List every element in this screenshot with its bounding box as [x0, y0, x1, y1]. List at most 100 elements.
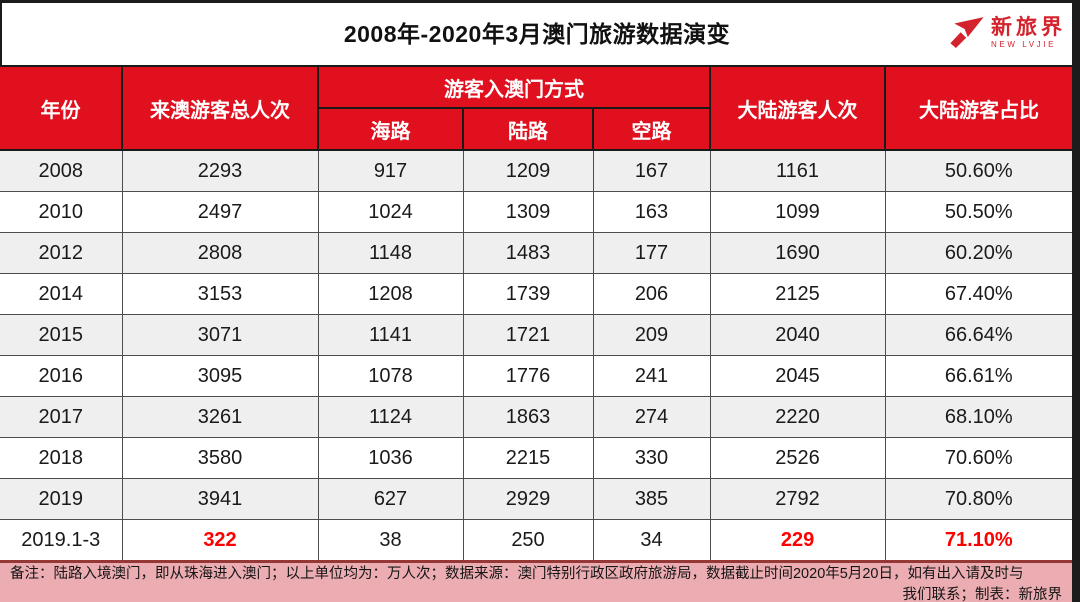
logo-subtitle: NEW LVJIE — [991, 40, 1057, 49]
table-cell-share: 66.61% — [884, 355, 1072, 397]
table-cell-air: 241 — [592, 355, 711, 397]
table-cell-mainland: 2220 — [709, 396, 886, 438]
col-header-total: 来澳游客总人次 — [121, 66, 319, 151]
col-header-sea: 海路 — [317, 107, 464, 151]
table-cell-land: 1863 — [462, 396, 594, 438]
table-row: 2008 2293 917 1209 167 1161 50.60% — [0, 149, 1072, 192]
table-cell-share: 70.60% — [884, 437, 1072, 479]
table-cell-land: 1739 — [462, 273, 594, 315]
table-cell-mainland: 2045 — [709, 355, 886, 397]
logo-name: 新旅界 — [991, 16, 1066, 39]
table-cell-air: 209 — [592, 314, 711, 356]
table-cell-mainland: 229 — [709, 519, 886, 561]
table-row: 2012 2808 1148 1483 177 1690 60.20% — [0, 232, 1072, 274]
table-cell-air: 167 — [592, 149, 711, 192]
table-cell-mainland: 1161 — [709, 149, 886, 192]
table-header: 年份 来澳游客总人次 游客入澳门方式 大陆游客人次 大陆游客占比 海路 陆路 空… — [0, 66, 1072, 151]
table-cell-year: 2019 — [0, 478, 123, 520]
table-cell-mainland: 1099 — [709, 191, 886, 233]
table-cell-air: 330 — [592, 437, 711, 479]
table-cell-sea: 38 — [317, 519, 464, 561]
table-cell-sea: 1141 — [317, 314, 464, 356]
table-cell-sea: 1148 — [317, 232, 464, 274]
table-cell-mainland: 2792 — [709, 478, 886, 520]
table-cell-share: 66.64% — [884, 314, 1072, 356]
table-cell-total: 2808 — [121, 232, 319, 274]
table-cell-year: 2012 — [0, 232, 123, 274]
table-cell-share: 50.50% — [884, 191, 1072, 233]
table-cell-share: 70.80% — [884, 478, 1072, 520]
table-cell-sea: 1124 — [317, 396, 464, 438]
table-cell-sea: 1036 — [317, 437, 464, 479]
table-cell-mainland: 2125 — [709, 273, 886, 315]
page-title: 2008年-2020年3月澳门旅游数据演变 — [343, 21, 731, 47]
table-cell-land: 2929 — [462, 478, 594, 520]
brand-logo: 新旅界 NEW LVJIE — [948, 14, 1066, 52]
table-cell-total: 3580 — [121, 437, 319, 479]
table-cell-mainland: 2040 — [709, 314, 886, 356]
table-cell-year: 2017 — [0, 396, 123, 438]
table-body: 2008 2293 917 1209 167 1161 50.60% 2010 2497 1024… — [0, 149, 1072, 561]
table-cell-sea: 917 — [317, 149, 464, 192]
table-cell-year: 2010 — [0, 191, 123, 233]
table-cell-total: 3941 — [121, 478, 319, 520]
table-cell-mainland: 1690 — [709, 232, 886, 274]
col-header-entry-group: 游客入澳门方式 — [316, 66, 712, 109]
footer-note-line-1: 备注：陆路入境澳门，即从珠海进入澳门；以上单位均为：万人次；数据来源：澳门特别行… — [10, 566, 1024, 582]
table-cell-sea: 1024 — [317, 191, 464, 233]
table-cell-land: 1776 — [462, 355, 594, 397]
table-cell-air: 274 — [592, 396, 711, 438]
table-cell-air: 385 — [592, 478, 711, 520]
col-header-year: 年份 — [0, 66, 123, 151]
table-cell-sea: 627 — [317, 478, 464, 520]
table-cell-year: 2008 — [0, 149, 123, 192]
table-cell-total: 3153 — [121, 273, 319, 315]
header-row-1: 年份 来澳游客总人次 游客入澳门方式 大陆游客人次 大陆游客占比 — [0, 66, 1072, 151]
table-cell-air: 177 — [592, 232, 711, 274]
table-cell-air: 34 — [592, 519, 711, 561]
table-row: 2017 3261 1124 1863 274 2220 68.10% — [0, 396, 1072, 438]
table-cell-land: 2215 — [462, 437, 594, 479]
table-cell-total: 3261 — [121, 396, 319, 438]
table-cell-land: 250 — [462, 519, 594, 561]
table-row: 2010 2497 1024 1309 163 1099 50.50% — [0, 191, 1072, 233]
table-cell-year: 2019.1-3 — [0, 519, 123, 561]
table-row: 2016 3095 1078 1776 241 2045 66.61% — [0, 355, 1072, 397]
table-cell-year: 2014 — [0, 273, 123, 315]
table-cell-total: 3071 — [121, 314, 319, 356]
table-row: 2019 3941 627 2929 385 2792 70.80% — [0, 478, 1072, 520]
table-row: 2015 3071 1141 1721 209 2040 66.64% — [0, 314, 1072, 356]
table-cell-total: 2293 — [121, 149, 319, 192]
table-cell-land: 1309 — [462, 191, 594, 233]
table-cell-share: 67.40% — [884, 273, 1072, 315]
header-row-2: 海路 陆路 空路 — [0, 107, 1072, 151]
footer-note: 备注：陆路入境澳门，即从珠海进入澳门；以上单位均为：万人次；数据来源：澳门特别行… — [0, 560, 1072, 602]
arrow-plane-logo-icon — [950, 17, 984, 49]
table-cell-air: 163 — [592, 191, 711, 233]
table-cell-land: 1721 — [462, 314, 594, 356]
table-cell-year: 2018 — [0, 437, 123, 479]
col-header-mainland: 大陆游客人次 — [709, 66, 887, 151]
title-bar: 2008年-2020年3月澳门旅游数据演变 新旅界 NEW LVJIE — [0, 3, 1072, 65]
table-cell-year: 2016 — [0, 355, 123, 397]
table-row: 2014 3153 1208 1739 206 2125 67.40% — [0, 273, 1072, 315]
table-cell-share: 71.10% — [884, 519, 1072, 561]
table-row: 2019.1-3 322 38 250 34 229 71.10% — [0, 519, 1072, 561]
table-cell-air: 206 — [592, 273, 711, 315]
table-cell-share: 50.60% — [884, 149, 1072, 192]
table-cell-mainland: 2526 — [709, 437, 886, 479]
footer-note-line-2: 我们联系；制表：新旅界 — [902, 587, 1063, 602]
table-cell-land: 1209 — [462, 149, 594, 192]
table-cell-year: 2015 — [0, 314, 123, 356]
col-header-land: 陆路 — [462, 107, 594, 151]
col-header-air: 空路 — [591, 107, 712, 151]
logo-text: 新旅界 NEW LVJIE — [991, 17, 1066, 49]
table-cell-total: 322 — [121, 519, 319, 561]
col-header-mainland-share: 大陆游客占比 — [884, 66, 1072, 151]
table-cell-share: 68.10% — [884, 396, 1072, 438]
table-wrap: 年份 来澳游客总人次 游客入澳门方式 大陆游客人次 大陆游客占比 海路 陆路 空… — [0, 65, 1072, 561]
table-cell-land: 1483 — [462, 232, 594, 274]
data-table: 年份 来澳游客总人次 游客入澳门方式 大陆游客人次 大陆游客占比 海路 陆路 空… — [0, 66, 1072, 561]
table-cell-total: 2497 — [121, 191, 319, 233]
